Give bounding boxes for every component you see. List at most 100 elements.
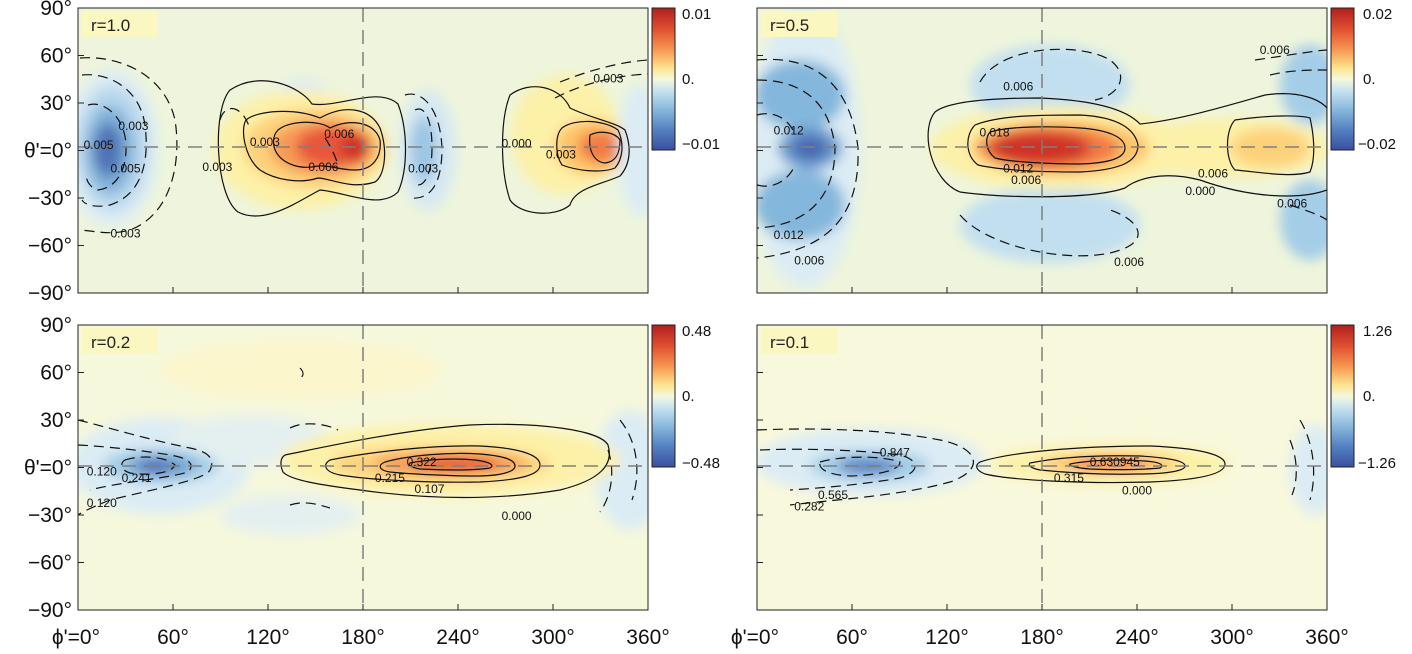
contour-label: 0.012 [774,228,804,242]
panel-label-text: r=0.2 [91,333,130,352]
heatmap-field [757,8,1327,288]
contour-label: 0.003 [250,135,280,149]
panel-label-box [82,11,158,37]
contour-label: 0.005 [110,162,140,176]
x-tick-label: 60° [836,626,868,649]
contour-label: 0.282 [794,499,824,513]
panel-r05: 0.0120.0120.0060.0060.0180.0120.0060.006… [756,7,1328,294]
contour-label: 0.005 [84,138,114,152]
contour-label: 0.120 [87,496,117,510]
y-tick-label: 60° [40,362,72,385]
y-tick-label: 30° [40,92,72,115]
x-tick-label: 180° [1020,626,1063,649]
contour-label: 0.003 [118,119,148,133]
panel-label: r=1.0 [82,11,158,37]
contour-label: 0.003 [593,71,623,85]
reference-lines [757,8,1327,293]
panel-label-box [761,11,837,37]
contour-label: 0.003 [546,147,576,161]
x-tick-label: 180° [341,626,384,649]
colorbar-tick-max: 1.26 [1363,323,1392,340]
contour-label: 0.000 [502,509,532,523]
panel-label-text: r=0.5 [770,16,809,35]
colorbar-tick-min: −1.26 [1358,455,1396,472]
contour-label: 0.241 [122,471,152,485]
contour-labels: 0.003 0.005 0.005 0.003 0.003 0.003 0.006 0.006… [84,71,624,240]
panel-label: r=0.5 [761,11,837,37]
panel-label: r=0.1 [761,328,837,354]
contour-label: 0.006 [1011,173,1041,187]
x-tick-label: 360° [1305,626,1348,649]
reference-lines [78,8,648,293]
x-tick-label: 240° [436,626,479,649]
colorbar-r02: 0.48 0. −0.48 [651,323,720,472]
y-tick-label: −60° [28,552,72,575]
colorbar-r1: 0.01 0. −0.01 [651,6,720,153]
colorbar-gradient [651,324,676,468]
contour-label: 0.107 [414,482,444,496]
contour-lines [79,57,648,234]
contour-label: 0.322 [407,455,437,469]
x-tick-label: 360° [626,626,669,649]
contour-label: 0.003 [202,160,232,174]
y-tick-label: −30° [28,187,72,210]
axis-ticks: 90° 60° 30° θ'=0° −30° −60° −90° 90° 60° 30° θ'=0°… [24,0,1349,649]
panel-label-box [82,328,158,354]
colorbar-gradient [1330,324,1355,468]
y-tick-label: −90° [28,282,72,305]
contour-label: 0.630945 [1090,455,1140,469]
panel-label-text: r=1.0 [91,16,130,35]
x-tick-label: ϕ'=0° [52,626,100,649]
heatmap-field [78,340,648,535]
contour-label: 0.012 [774,124,804,138]
colorbar-tick-mid: 0. [682,388,695,405]
y-tick-label: −60° [28,235,72,258]
contour-label: 0.315 [1054,471,1084,485]
contour-label: 0.006 [324,127,354,141]
contour-label: 0.006 [794,254,824,268]
x-tick-label: 240° [1115,626,1158,649]
colorbar-tick-max: 0.01 [682,6,711,23]
colorbar-tick-mid: 0. [682,71,695,88]
colorbar-tick-max: 0.02 [1363,6,1392,23]
x-tick-label: ϕ'=0° [731,626,779,649]
contour-label: 0.006 [1114,255,1144,269]
panel-r1: 0.003 0.005 0.005 0.003 0.003 0.003 0.006 0.006… [77,7,649,294]
contour-label: 0.006 [1003,79,1033,93]
colorbar-gradient [651,7,676,151]
y-tick-label: 90° [40,0,72,20]
contour-labels: 0.0120.0120.0060.0060.0180.0120.0060.006… [774,43,1308,269]
y-tick-label: −90° [28,599,72,622]
x-tick-label: 300° [1210,626,1253,649]
colorbar-tick-mid: 0. [1363,388,1376,405]
colorbar-r05: 0.02 0. −0.02 [1330,6,1396,153]
y-tick-label: −30° [28,504,72,527]
x-tick-label: 120° [925,626,968,649]
panel-label-box [761,328,837,354]
y-tick-label: 30° [40,409,72,432]
contour-label: 0.006 [308,160,338,174]
reference-lines [78,325,648,610]
colorbar-tick-min: −0.01 [682,136,720,153]
contour-label: 0.006 [1198,166,1228,180]
contour-label: 0.000 [1185,184,1215,198]
y-tick-label: θ'=0° [24,140,72,163]
x-tick-label: 120° [246,626,289,649]
colorbar-tick-max: 0.48 [682,323,711,340]
reference-lines [757,325,1327,610]
x-tick-label: 60° [157,626,189,649]
contour-label: 0.006 [1260,43,1290,57]
y-tick-label: 90° [40,314,72,337]
colorbar-tick-min: −0.02 [1358,136,1396,153]
contour-label: 0.565 [818,488,848,502]
contour-label: 0.847 [880,445,910,459]
contour-label: 0.018 [979,125,1009,139]
contour-label: 0.120 [87,464,117,478]
colorbar-r01: 1.26 0. −1.26 [1330,323,1396,472]
contour-label: 0.012 [1003,162,1033,176]
contour-lines [78,367,638,516]
